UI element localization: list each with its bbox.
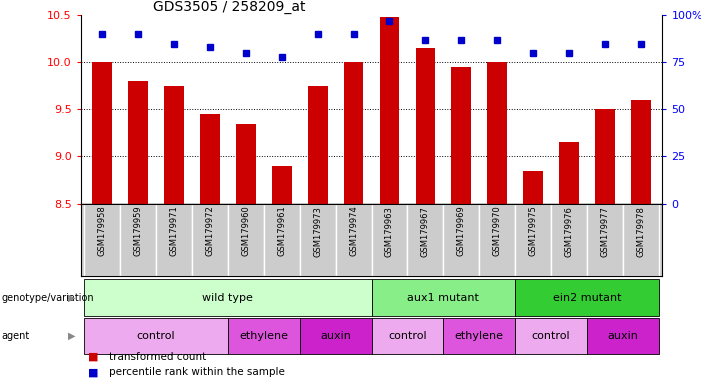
Bar xyxy=(623,204,659,276)
Bar xyxy=(407,204,443,276)
Bar xyxy=(523,170,543,204)
Bar xyxy=(559,142,579,204)
Bar xyxy=(272,166,292,204)
Bar xyxy=(93,62,112,204)
Bar xyxy=(416,48,435,204)
Text: GSM179961: GSM179961 xyxy=(277,206,286,257)
Text: GSM179975: GSM179975 xyxy=(529,206,538,257)
Bar xyxy=(200,114,220,204)
Bar xyxy=(343,62,363,204)
Text: control: control xyxy=(388,331,427,341)
Bar xyxy=(631,100,651,204)
Text: ein2 mutant: ein2 mutant xyxy=(553,293,621,303)
Text: GSM179958: GSM179958 xyxy=(97,206,107,257)
Text: control: control xyxy=(532,331,571,341)
Text: ■: ■ xyxy=(88,352,98,362)
Bar xyxy=(487,62,507,204)
Bar xyxy=(228,204,264,276)
Text: GSM179959: GSM179959 xyxy=(134,206,142,257)
Text: GSM179971: GSM179971 xyxy=(170,206,179,257)
Bar xyxy=(551,204,587,276)
Bar xyxy=(84,318,228,354)
Text: ethylene: ethylene xyxy=(455,331,504,341)
Bar xyxy=(443,318,515,354)
Bar xyxy=(515,318,587,354)
Text: GSM179969: GSM179969 xyxy=(457,206,466,257)
Bar xyxy=(336,204,372,276)
Bar xyxy=(128,81,148,204)
Bar xyxy=(264,204,300,276)
Bar xyxy=(515,279,659,316)
Bar xyxy=(164,86,184,204)
Bar xyxy=(372,279,515,316)
Bar xyxy=(587,204,623,276)
Text: ethylene: ethylene xyxy=(239,331,288,341)
Bar xyxy=(156,204,192,276)
Text: wild type: wild type xyxy=(203,293,253,303)
Text: transformed count: transformed count xyxy=(109,352,206,362)
Bar xyxy=(84,204,120,276)
Text: ▶: ▶ xyxy=(67,293,75,303)
Text: aux1 mutant: aux1 mutant xyxy=(407,293,479,303)
Text: GSM179970: GSM179970 xyxy=(493,206,502,257)
Bar xyxy=(228,318,300,354)
Bar xyxy=(120,204,156,276)
Text: GSM179972: GSM179972 xyxy=(205,206,215,257)
Bar xyxy=(587,318,659,354)
Bar xyxy=(372,318,443,354)
Text: GSM179978: GSM179978 xyxy=(637,206,646,257)
Bar xyxy=(443,204,479,276)
Bar xyxy=(595,109,615,204)
Bar xyxy=(479,204,515,276)
Bar xyxy=(451,67,471,204)
Text: GSM179963: GSM179963 xyxy=(385,206,394,257)
Bar xyxy=(372,204,407,276)
Bar xyxy=(300,204,336,276)
Text: agent: agent xyxy=(1,331,29,341)
Text: GSM179973: GSM179973 xyxy=(313,206,322,257)
Text: GSM179960: GSM179960 xyxy=(241,206,250,257)
Text: auxin: auxin xyxy=(320,331,351,341)
Text: control: control xyxy=(137,331,175,341)
Text: GDS3505 / 258209_at: GDS3505 / 258209_at xyxy=(154,0,306,14)
Text: auxin: auxin xyxy=(608,331,639,341)
Text: GSM179976: GSM179976 xyxy=(564,206,573,257)
Text: GSM179967: GSM179967 xyxy=(421,206,430,257)
Bar xyxy=(84,279,372,316)
Bar xyxy=(380,17,400,204)
Text: GSM179977: GSM179977 xyxy=(601,206,609,257)
Bar xyxy=(300,318,372,354)
Text: genotype/variation: genotype/variation xyxy=(1,293,94,303)
Text: ■: ■ xyxy=(88,367,98,377)
Text: ▶: ▶ xyxy=(67,331,75,341)
Text: GSM179974: GSM179974 xyxy=(349,206,358,257)
Bar xyxy=(236,124,256,204)
Bar xyxy=(192,204,228,276)
Text: percentile rank within the sample: percentile rank within the sample xyxy=(109,367,285,377)
Bar xyxy=(515,204,551,276)
Bar xyxy=(308,86,327,204)
